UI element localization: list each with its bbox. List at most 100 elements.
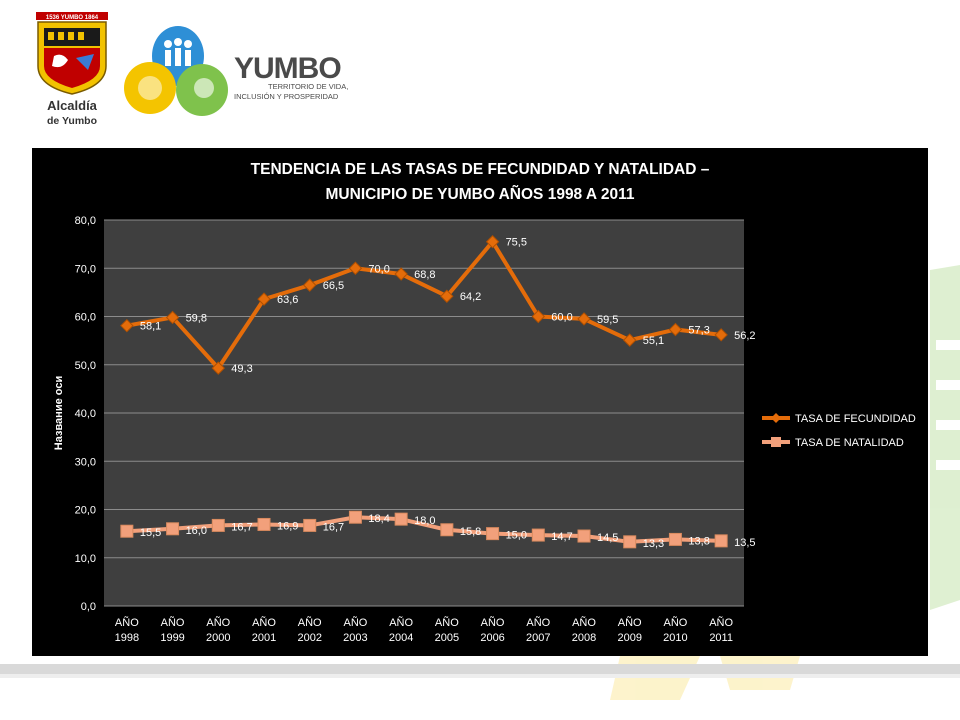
y-axis-title: Название оси: [53, 376, 65, 450]
x-tick-label: 2004: [389, 632, 413, 644]
series-line: [126, 239, 722, 371]
header-logos: 1536 YUMBO 1864 Alcaldía de Yumbo YUMBO …: [36, 12, 348, 127]
data-label: 13,8: [688, 535, 709, 547]
data-point: [486, 527, 500, 541]
y-tick-label: 50,0: [75, 360, 96, 372]
legend-label: TASA DE FECUNDIDAD: [795, 413, 916, 425]
data-point: [257, 517, 271, 531]
y-tick-label: 0,0: [81, 601, 96, 613]
x-tick-label: AÑO: [572, 616, 596, 629]
x-tick-label: 2003: [343, 632, 367, 644]
data-point: [348, 510, 362, 524]
legend-label: TASA DE NATALIDAD: [795, 437, 904, 449]
x-tick-label: 2010: [663, 632, 687, 644]
x-tick-label: AÑO: [115, 616, 139, 629]
gridlines: [104, 219, 744, 607]
data-point: [623, 333, 637, 347]
x-tick-label: AÑO: [252, 616, 276, 629]
data-label: 56,2: [734, 330, 755, 342]
y-tick-label: 80,0: [75, 215, 96, 227]
x-tick-label: AÑO: [481, 616, 505, 629]
data-point: [440, 289, 454, 303]
y-tick-label: 40,0: [75, 408, 96, 420]
data-point: [485, 235, 500, 249]
legend-marker: [771, 437, 781, 447]
y-tick-label: 70,0: [75, 263, 96, 275]
data-point: [577, 312, 591, 326]
data-label: 16,0: [186, 525, 207, 537]
data-point: [211, 361, 225, 375]
data-point: [120, 318, 134, 333]
series-line: [126, 515, 722, 544]
data-label: 15,0: [506, 530, 527, 542]
alcaldia-line2: de Yumbo: [47, 115, 97, 127]
data-point: [714, 328, 728, 342]
data-label: 16,7: [231, 521, 252, 533]
data-label: 18,0: [414, 515, 435, 527]
x-tick-label: AÑO: [389, 616, 413, 629]
data-point: [394, 512, 408, 526]
data-label: 18,4: [368, 513, 389, 525]
brand-name: YUMBO: [234, 52, 341, 85]
bottom-shadow-bar: [0, 664, 960, 674]
chart-title-line2: MUNICIPIO DE YUMBO AÑOS 1998 A 2011: [326, 185, 635, 203]
data-label: 68,8: [414, 269, 435, 281]
data-point: [440, 523, 454, 537]
data-label: 63,6: [277, 294, 298, 306]
data-point: [531, 528, 545, 542]
x-tick-label: 2011: [709, 632, 733, 644]
x-tick-label: 1998: [115, 632, 139, 644]
data-label: 13,5: [734, 537, 755, 549]
data-label: 49,3: [231, 363, 252, 375]
x-tick-label: AÑO: [298, 616, 322, 629]
x-tick-label: AÑO: [206, 616, 230, 629]
data-point: [668, 532, 682, 546]
data-label: 55,1: [643, 335, 664, 347]
data-label: 58,1: [140, 321, 161, 333]
y-tick-label: 20,0: [75, 505, 96, 517]
chart-title-line1: TENDENCIA DE LAS TASAS DE FECUNDIDAD Y N…: [251, 161, 710, 178]
x-tick-label: 2001: [252, 632, 276, 644]
data-point: [165, 310, 180, 325]
data-label: 14,7: [551, 531, 572, 543]
data-point: [348, 261, 363, 275]
data-point: [714, 534, 728, 548]
x-tick-label: AÑO: [664, 616, 688, 629]
data-label: 66,5: [323, 280, 344, 292]
x-tick-label: AÑO: [526, 616, 550, 629]
y-tick-label: 60,0: [75, 312, 96, 324]
x-tick-label: 2007: [526, 632, 550, 644]
data-label: 64,2: [460, 291, 481, 303]
x-tick-label: 2005: [435, 632, 459, 644]
data-label: 57,3: [688, 325, 709, 337]
x-tick-label: 2009: [617, 632, 641, 644]
data-point: [577, 529, 591, 543]
right-decoration: [930, 265, 960, 610]
y-tick-label: 10,0: [75, 553, 96, 565]
x-tick-label: 2000: [206, 632, 230, 644]
data-point: [531, 309, 545, 324]
brand-tagline-2: INCLUSIÓN Y PROSPERIDAD: [234, 92, 339, 101]
data-point: [257, 292, 271, 306]
data-series: [120, 235, 728, 549]
x-tick-label: AÑO: [709, 616, 733, 629]
alcaldia-shield-logo: 1536 YUMBO 1864: [36, 12, 108, 95]
x-tick-label: AÑO: [618, 616, 642, 629]
data-label: 15,8: [460, 526, 481, 538]
data-point: [668, 322, 683, 337]
x-tick-label: AÑO: [344, 616, 368, 629]
y-axis-ticks: 0,0 10,0 20,0 30,0 40,0 50,0 60,0 70,0 80,0: [75, 215, 96, 613]
data-label: 59,5: [597, 314, 618, 326]
line-chart: TENDENCIA DE LAS TASAS DE FECUNDIDAD Y N…: [32, 148, 928, 656]
data-point: [303, 278, 317, 292]
yumbo-emblem-logo: [124, 26, 228, 116]
legend-marker: [771, 413, 781, 423]
data-label: 16,7: [323, 521, 344, 533]
x-tick-label: AÑO: [161, 616, 185, 629]
x-tick-label: 2006: [480, 632, 504, 644]
data-point: [211, 518, 225, 532]
data-label: 14,5: [597, 532, 618, 544]
alcaldia-line1: Alcaldía: [47, 98, 98, 113]
data-label: 70,0: [368, 263, 389, 275]
